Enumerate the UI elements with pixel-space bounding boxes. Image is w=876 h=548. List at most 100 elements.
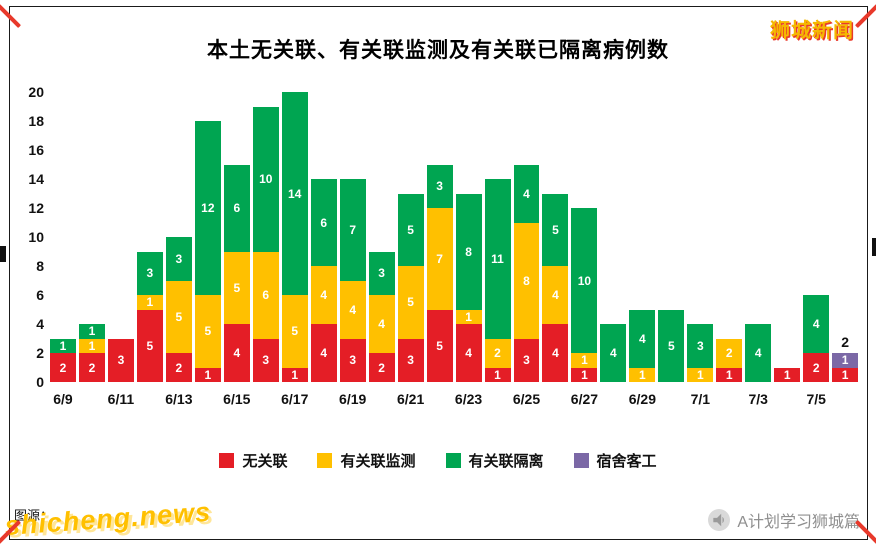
- bar-column: 4 7/3: [745, 92, 772, 407]
- bar-segment-red: 4: [455, 324, 482, 382]
- bar-segment-green: 14: [281, 92, 308, 295]
- bar-column: 1: [774, 92, 801, 382]
- legend-item-purple: 宿舍客工: [573, 450, 657, 471]
- bar-segment-green: 10: [252, 106, 279, 252]
- bar-segment-yellow: 1: [455, 309, 482, 324]
- y-tick-label: 14: [28, 171, 44, 187]
- bar-segment-yellow: 4: [368, 295, 395, 353]
- stacked-bar-chart: 0 2 4 6 8 10 12 14 16 18 20 2 1 6/9 2 1 1 3 6/11 5 1 3 2 5 3 6/1…: [14, 84, 860, 407]
- legend-item-red: 无关联: [219, 450, 287, 471]
- y-tick-label: 16: [28, 142, 44, 158]
- bar-column: 1 1 10 6/27: [571, 92, 598, 407]
- bar-segment-yellow: 2: [484, 338, 511, 368]
- bar-column: 3 4 7 6/19: [339, 92, 366, 407]
- bar-segment-yellow: 5: [281, 295, 308, 368]
- credit-line: A计划学习狮城篇: [708, 508, 860, 532]
- bar-segment-green: 6: [310, 179, 337, 266]
- bar-segment-yellow: 2: [716, 338, 743, 368]
- bar-segment-yellow: 1: [687, 367, 714, 382]
- bar-segment-green: 7: [339, 179, 366, 281]
- x-tick-label: 6/29: [628, 391, 656, 407]
- bar-segment-green: 3: [687, 324, 714, 368]
- y-tick-label: 4: [36, 316, 44, 332]
- legend-label: 宿舍客工: [596, 453, 657, 470]
- legend-label: 无关联: [242, 453, 288, 470]
- bar-segment-green: 4: [600, 324, 627, 382]
- bar-column: 1 5 14 6/17: [281, 92, 308, 407]
- x-tick-label: 7/5: [806, 391, 826, 407]
- plot-area: 2 1 6/9 2 1 1 3 6/11 5 1 3 2 5 3 6/13 1 5 12 4 5 6 6/15 3 6 10 1 5…: [50, 92, 859, 407]
- legend-item-green: 有关联隔离: [445, 450, 544, 471]
- bar-column: 4: [600, 92, 627, 382]
- bar-segment-yellow: 5: [165, 280, 192, 353]
- x-tick-label: 6/23: [454, 391, 483, 407]
- bar-column: 4 5 6 6/15: [223, 92, 250, 407]
- bar-segment-red: 2: [50, 353, 76, 382]
- bar-column: 5: [658, 92, 685, 382]
- x-tick-label: 7/1: [690, 391, 711, 407]
- bar-segment-yellow: 1: [629, 367, 656, 382]
- bar-segment-green: 5: [658, 309, 685, 382]
- bar-segment-green: 11: [484, 179, 511, 339]
- left-edge-mark: [0, 246, 6, 262]
- x-tick-label: 6/21: [396, 391, 425, 407]
- right-edge-mark: [872, 238, 876, 256]
- bar-segment-red: 2: [78, 353, 105, 382]
- bar-segment-green: 1: [50, 338, 76, 353]
- bar-segment-yellow: 5: [194, 295, 221, 368]
- bar-segment-red: 5: [426, 309, 453, 382]
- x-tick-label: 6/9: [53, 391, 73, 407]
- bar-segment-red: 2: [165, 353, 192, 382]
- bar-column: 2 5 3 6/13: [165, 92, 192, 407]
- bar-segment-green: 3: [368, 251, 395, 295]
- legend-label: 有关联隔离: [468, 453, 544, 470]
- bar-column: 4 1 8 6/23: [455, 92, 482, 407]
- news-watermark: 狮城新闻: [770, 20, 854, 42]
- y-tick-label: 6: [36, 287, 44, 303]
- x-tick-label: 6/27: [570, 391, 599, 407]
- bar-segment-green: 3: [165, 237, 192, 281]
- bar-column: 2 1 6/9: [50, 92, 76, 407]
- bar-segment-yellow: 4: [310, 266, 337, 324]
- bar-segment-red: 4: [310, 324, 337, 382]
- bar-segment-yellow: 1: [136, 295, 163, 310]
- bar-segment-yellow: 1: [78, 338, 105, 353]
- legend-swatch: [317, 453, 333, 468]
- bar-column: 3 6 10: [252, 92, 279, 382]
- bar-segment-yellow: 5: [223, 251, 250, 324]
- bar-segment-red: 5: [136, 309, 163, 382]
- bar-outside-label: 2: [841, 334, 850, 350]
- bar-segment-red: 1: [194, 367, 221, 382]
- bar-column: 3 5 5 6/21: [397, 92, 424, 407]
- source-label: 图源：: [14, 508, 54, 523]
- bar-segment-green: 10: [571, 208, 598, 353]
- y-axis: 0 2 4 6 8 10 12 14 16 18 20: [14, 84, 46, 390]
- bar-segment-yellow: 7: [426, 208, 453, 310]
- bar-segment-yellow: 4: [542, 266, 569, 324]
- bar-segment-yellow: 1: [571, 353, 598, 368]
- bar-segment-red: 3: [513, 338, 540, 382]
- bar-segment-red: 3: [397, 338, 424, 382]
- y-tick-label: 8: [36, 258, 44, 274]
- legend-swatch: [219, 453, 235, 468]
- bar-segment-green: 8: [455, 193, 482, 310]
- bar-segment-red: 1: [484, 367, 511, 382]
- bar-segment-green: 4: [629, 309, 656, 368]
- chart-legend: 无关联 有关联监测 有关联隔离 宿舍客工: [0, 450, 876, 471]
- x-tick-label: 6/13: [165, 391, 193, 407]
- bar-segment-yellow: 4: [339, 280, 366, 339]
- bar-segment-red: 4: [223, 324, 250, 382]
- legend-swatch: [445, 453, 461, 468]
- y-tick-label: 18: [28, 113, 44, 129]
- y-tick-label: 10: [28, 229, 44, 245]
- bar-segment-red: 1: [571, 367, 598, 382]
- bar-segment-green: 4: [745, 324, 772, 382]
- bar-segment-red: 3: [339, 338, 366, 382]
- bar-segment-green: 4: [513, 164, 540, 223]
- bar-segment-green: 3: [426, 164, 453, 208]
- y-tick-label: 20: [28, 84, 44, 100]
- bar-segment-green: 3: [136, 251, 163, 295]
